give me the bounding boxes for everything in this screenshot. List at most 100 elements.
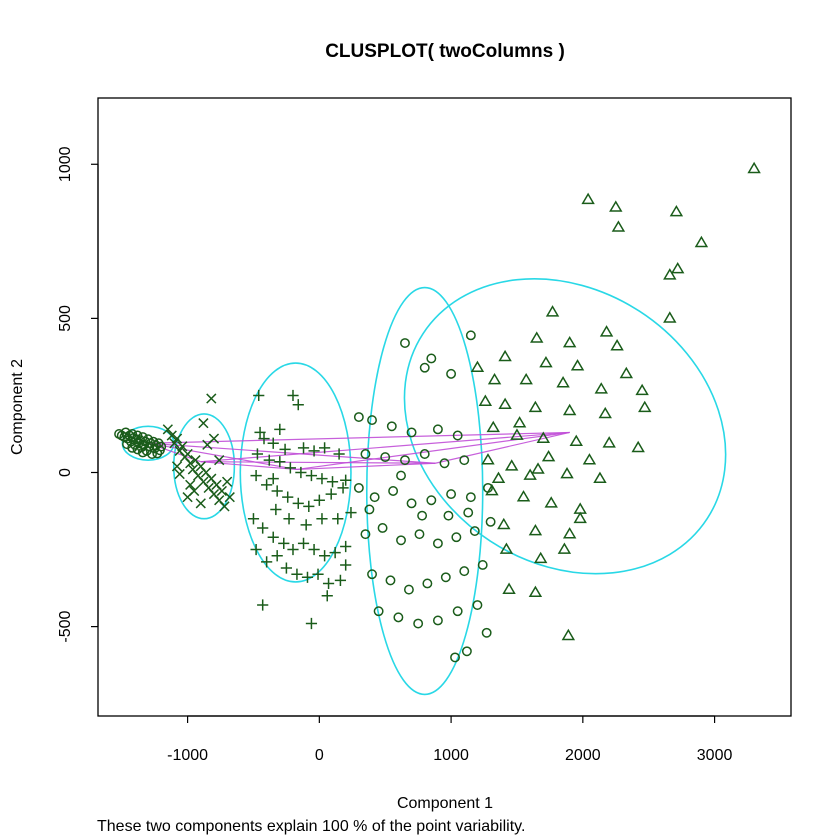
point-c1-32 xyxy=(137,447,148,458)
point-c2-23 xyxy=(221,476,233,487)
point-c4-52 xyxy=(417,510,428,521)
point-c4-49 xyxy=(461,646,472,657)
plot-frame xyxy=(97,97,792,717)
point-c3-47 xyxy=(322,577,335,590)
point-c5-34 xyxy=(569,434,583,447)
point-c4-35 xyxy=(385,575,396,586)
point-c4-41 xyxy=(373,606,384,617)
point-c2-29 xyxy=(182,492,193,503)
point-c4-51 xyxy=(396,470,406,481)
point-c5-54 xyxy=(561,628,576,641)
point-c5-38 xyxy=(504,459,519,471)
point-c4-50 xyxy=(364,504,375,515)
cluster-links xyxy=(147,431,570,471)
point-c5-11 xyxy=(663,311,677,323)
point-c2-8 xyxy=(182,448,193,460)
point-c3-27 xyxy=(313,494,325,506)
x-tick-label: 3000 xyxy=(697,747,733,764)
point-c3-51 xyxy=(321,590,333,602)
point-c4-32 xyxy=(469,526,480,537)
data-points xyxy=(114,161,761,663)
y-axis-label: Component 2 xyxy=(9,359,26,455)
point-c3-41 xyxy=(261,556,273,568)
point-c3-13 xyxy=(263,454,275,466)
x-tick-label: 2000 xyxy=(565,747,601,764)
point-c5-40 xyxy=(560,466,574,479)
cluster-ellipses xyxy=(121,278,727,696)
point-c5-16 xyxy=(539,355,553,368)
point-c4-37 xyxy=(422,578,433,589)
point-c4-11 xyxy=(452,430,463,441)
point-c5-28 xyxy=(562,403,577,416)
point-c2-32 xyxy=(174,468,185,480)
point-c3-21 xyxy=(250,469,262,482)
point-c3-25 xyxy=(292,497,304,509)
point-c4-53 xyxy=(463,507,474,518)
point-c3-38 xyxy=(329,547,341,559)
cluster-ellipse-5 xyxy=(403,278,727,575)
point-c3-19 xyxy=(326,476,339,488)
cluster-link-2-4 xyxy=(200,461,436,464)
point-c3-32 xyxy=(267,531,279,543)
point-c3-50 xyxy=(305,617,318,630)
point-c4-19 xyxy=(369,492,380,503)
point-c5-41 xyxy=(593,471,607,484)
point-c3-57 xyxy=(332,513,344,525)
point-c4-4 xyxy=(419,362,430,373)
cluster-ellipse-3 xyxy=(239,362,352,583)
point-c3-22 xyxy=(261,479,273,491)
point-c3-42 xyxy=(271,550,283,562)
point-c4-39 xyxy=(459,566,470,577)
point-c4-38 xyxy=(440,572,451,583)
point-c5-48 xyxy=(562,527,577,539)
point-c3-6 xyxy=(267,437,279,449)
point-c5-30 xyxy=(638,400,652,413)
point-c4-5 xyxy=(446,368,457,379)
point-c1-34 xyxy=(127,442,138,453)
point-c3-54 xyxy=(283,513,295,525)
point-c3-44 xyxy=(291,568,303,580)
point-c5-8 xyxy=(663,268,677,280)
point-c3-39 xyxy=(340,540,352,553)
point-c5-57 xyxy=(512,416,527,428)
point-c3-59 xyxy=(254,426,266,439)
point-c5-5 xyxy=(611,220,626,232)
point-c5-51 xyxy=(557,542,572,554)
point-c5-23 xyxy=(594,382,608,394)
point-c3-1 xyxy=(253,389,265,402)
cluster-ellipse-2 xyxy=(172,413,236,520)
point-c3-58 xyxy=(345,506,357,519)
point-c5-46 xyxy=(497,517,511,530)
point-c3-46 xyxy=(312,568,324,580)
point-c4-33 xyxy=(485,516,496,527)
cluster-link-3-5 xyxy=(296,431,570,471)
point-c5-20 xyxy=(487,372,502,385)
point-c4-14 xyxy=(400,455,410,466)
point-c5-36 xyxy=(631,440,645,453)
point-c2-4 xyxy=(171,433,183,444)
x-axis: -1000 0 1000 2000 3000 xyxy=(167,715,733,764)
point-c5-59 xyxy=(523,468,537,480)
point-c1-31 xyxy=(132,444,143,455)
point-c2-1 xyxy=(162,424,173,435)
point-c3-26 xyxy=(303,500,315,513)
x-tick-label: 1000 xyxy=(433,747,469,764)
x-tick-label: -1000 xyxy=(167,747,208,764)
point-c4-6 xyxy=(353,412,364,422)
point-c5-4 xyxy=(669,204,684,217)
y-tick-label: 1000 xyxy=(57,146,74,182)
point-c4-13 xyxy=(380,452,391,463)
y-tick-label: 500 xyxy=(57,305,74,332)
point-c3-53 xyxy=(270,503,282,516)
y-axis: -500 0 500 1000 xyxy=(57,146,99,643)
point-c2-22 xyxy=(219,501,230,512)
point-c5-18 xyxy=(470,360,485,373)
point-c3-34 xyxy=(287,543,299,556)
point-c3-4 xyxy=(274,423,286,435)
point-c4-28 xyxy=(396,535,406,546)
point-c3-17 xyxy=(305,469,318,482)
point-c3-12 xyxy=(251,448,264,460)
point-c5-10 xyxy=(599,325,614,337)
point-c5-3 xyxy=(609,200,623,212)
point-c4-22 xyxy=(426,495,437,506)
